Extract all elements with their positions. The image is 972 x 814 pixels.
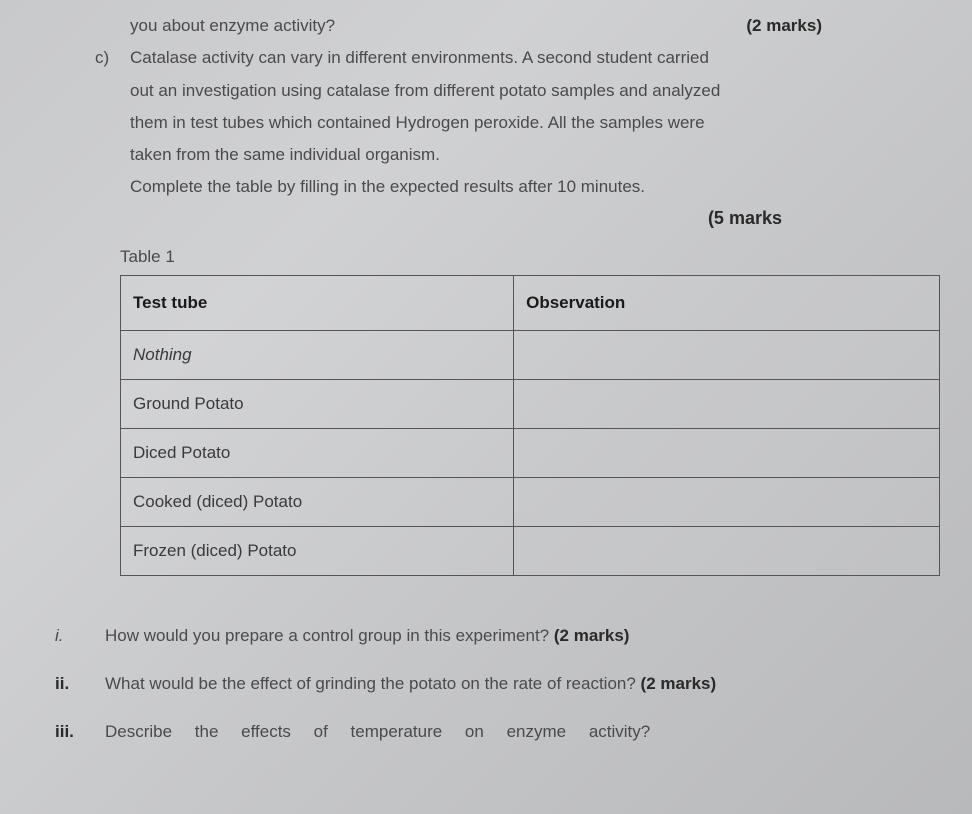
table-header-row: Test tube Observation	[121, 275, 940, 330]
cell-test-tube: Nothing	[121, 330, 514, 379]
cell-test-tube: Cooked (diced) Potato	[121, 477, 514, 526]
subq-number: i.	[55, 626, 105, 646]
sub-question-ii: ii. What would be the effect of grinding…	[50, 674, 922, 694]
cell-test-tube: Diced Potato	[121, 428, 514, 477]
table-row: Ground Potato	[121, 379, 940, 428]
table-row: Cooked (diced) Potato	[121, 477, 940, 526]
cell-observation	[514, 428, 940, 477]
results-table: Test tube Observation Nothing Ground Pot…	[120, 275, 940, 576]
cell-test-tube: Frozen (diced) Potato	[121, 526, 514, 575]
table-row: Nothing	[121, 330, 940, 379]
subq-text: What would be the effect of grinding the…	[105, 674, 922, 694]
subq-number: ii.	[55, 674, 105, 694]
part-c-letter: c)	[95, 42, 109, 74]
sub-question-i: i. How would you prepare a control group…	[50, 626, 922, 646]
worksheet-page: you about enzyme activity? (2 marks) c) …	[0, 0, 972, 762]
part-c-line5: Complete the table by filling in the exp…	[130, 171, 922, 203]
subq-number: iii.	[55, 722, 105, 742]
part-c-line3: them in test tubes which contained Hydro…	[130, 107, 922, 139]
sub-question-iii: iii. Describe the effects of temperature…	[50, 722, 922, 742]
header-test-tube: Test tube	[121, 275, 514, 330]
part-c-line2: out an investigation using catalase from…	[130, 75, 922, 107]
header-observation: Observation	[514, 275, 940, 330]
part-c-marks: (5 marks	[50, 208, 922, 229]
question-part-c: c) Catalase activity can vary in differe…	[50, 42, 922, 203]
table-label: Table 1	[50, 247, 922, 267]
partial-question-text: you about enzyme activity?	[130, 10, 335, 42]
cell-observation	[514, 379, 940, 428]
subq-text: Describe the effects of temperature on e…	[105, 722, 922, 742]
top-partial-line: you about enzyme activity? (2 marks)	[50, 10, 922, 42]
top-marks: (2 marks)	[746, 10, 822, 42]
table-row: Frozen (diced) Potato	[121, 526, 940, 575]
cell-observation	[514, 330, 940, 379]
table-row: Diced Potato	[121, 428, 940, 477]
part-c-line1: Catalase activity can vary in different …	[130, 42, 922, 74]
cell-observation	[514, 526, 940, 575]
subq-text: How would you prepare a control group in…	[105, 626, 922, 646]
cell-test-tube: Ground Potato	[121, 379, 514, 428]
part-c-line4: taken from the same individual organism.	[130, 139, 922, 171]
cell-observation	[514, 477, 940, 526]
